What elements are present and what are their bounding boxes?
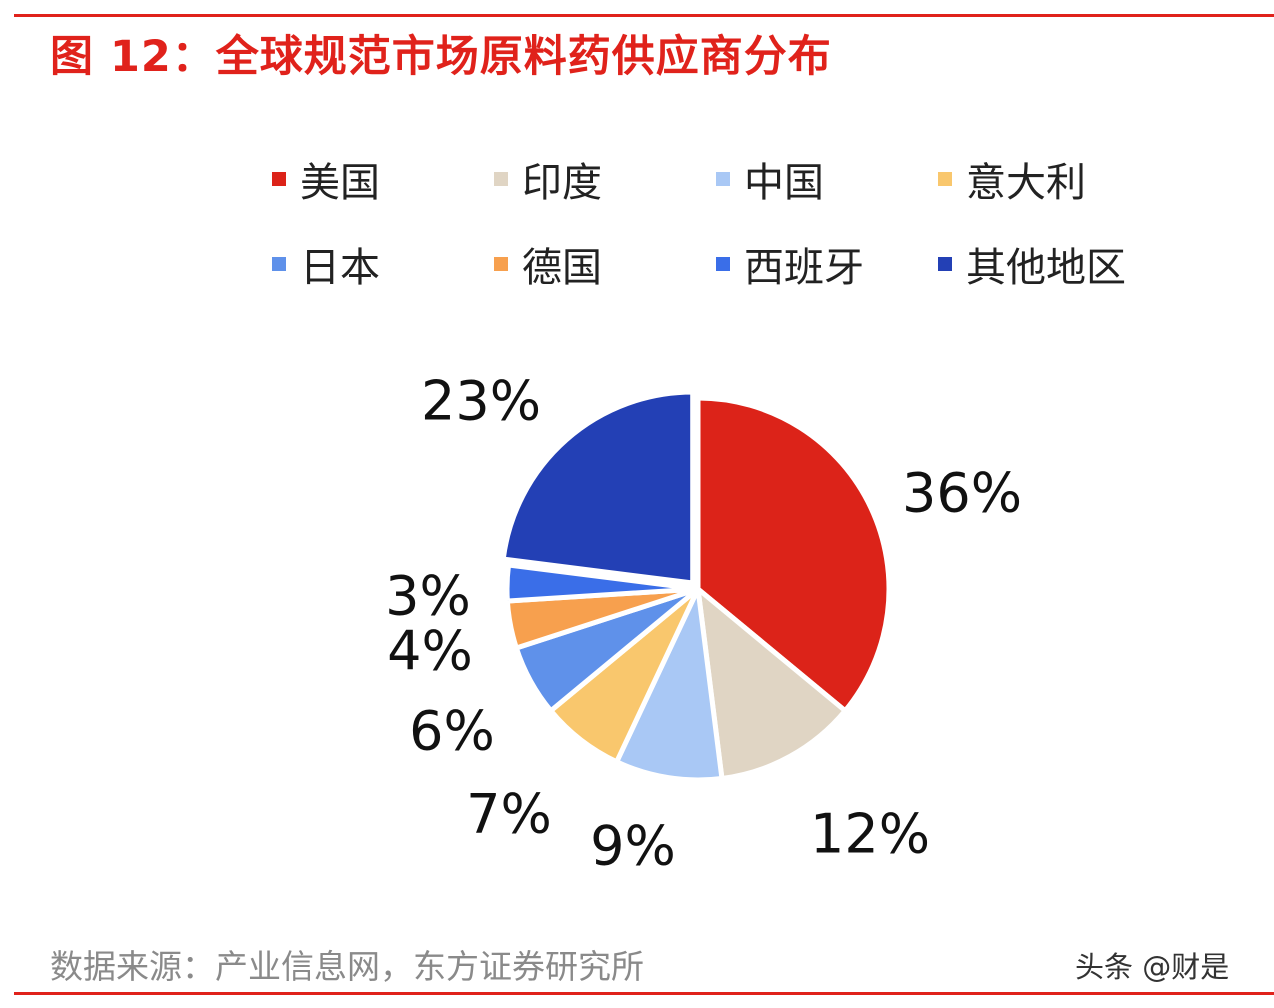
slice-value-label: 36% <box>902 462 1022 525</box>
legend-item: 其他地区 <box>938 235 1126 293</box>
pie-slice <box>695 395 892 714</box>
legend-label: 中国 <box>744 160 824 206</box>
legend-item: 西班牙 <box>716 235 864 293</box>
slice-value-label: 9% <box>590 815 676 878</box>
legend-swatch <box>494 257 508 271</box>
pie-slices <box>500 389 892 783</box>
legend-swatch <box>494 172 508 186</box>
legend-label: 西班牙 <box>744 245 864 291</box>
chart-legend: 美国 印度 中国 意大利日本 德国 西班牙 其他地区 <box>272 150 1172 293</box>
legend-label: 其他地区 <box>966 245 1126 291</box>
slice-value-label: 4% <box>387 620 473 683</box>
figure-title: 图 12：全球规范市场原料药供应商分布 <box>50 32 832 82</box>
pie-labels: 36% 12% 9% 7% 6% 4%3% 23% <box>385 370 1022 878</box>
pie-slice <box>500 389 696 586</box>
slice-value-label: 7% <box>466 783 552 846</box>
pie-slice <box>695 586 848 781</box>
watermark: 头条 @财是 <box>1075 950 1230 984</box>
pie-slice <box>504 562 701 604</box>
legend-item: 德国 <box>494 235 602 293</box>
legend-swatch <box>716 172 730 186</box>
legend-item: 意大利 <box>938 150 1086 208</box>
legend-item: 中国 <box>716 150 824 208</box>
legend-item: 印度 <box>494 150 602 208</box>
pie-slice <box>614 586 725 783</box>
legend-swatch <box>938 257 952 271</box>
bottom-rule <box>14 992 1274 995</box>
slice-value-label: 3% <box>385 565 471 628</box>
legend-item: 美国 <box>272 150 380 208</box>
slice-value-label: 12% <box>810 803 930 866</box>
legend-label: 美国 <box>300 160 380 206</box>
legend-swatch <box>716 257 730 271</box>
legend-label: 日本 <box>300 245 380 291</box>
legend-item: 日本 <box>272 235 380 293</box>
legend-label: 印度 <box>522 160 602 206</box>
legend-swatch <box>272 172 286 186</box>
legend-swatch <box>938 172 952 186</box>
legend-label: 意大利 <box>966 160 1086 206</box>
legend-swatch <box>272 257 286 271</box>
slice-value-label: 6% <box>409 700 495 763</box>
data-source-note: 数据来源：产业信息网，东方证券研究所 <box>50 947 644 986</box>
slice-value-label: 23% <box>421 370 541 433</box>
top-rule <box>14 14 1274 17</box>
legend-label: 德国 <box>522 245 602 291</box>
